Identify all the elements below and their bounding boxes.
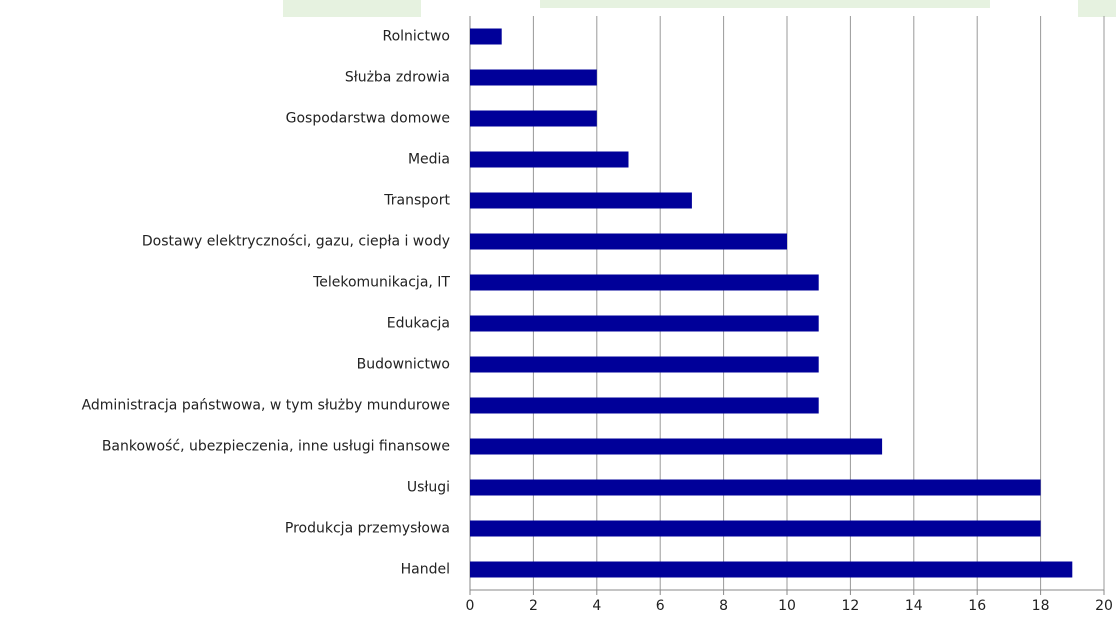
bar [470, 233, 787, 250]
x-tick-label: 16 [968, 598, 986, 614]
bar [470, 274, 819, 291]
bar [470, 479, 1041, 496]
bar [470, 356, 819, 373]
y-tick-label: Media [408, 152, 450, 168]
y-tick-label: Służba zdrowia [345, 70, 450, 86]
bar [470, 315, 819, 332]
y-tick-label: Bankowość, ubezpieczenia, inne usługi fi… [102, 439, 450, 455]
bar [470, 438, 883, 455]
x-tick-label: 0 [466, 598, 475, 614]
y-tick-label: Budownictwo [357, 357, 450, 373]
bar [470, 520, 1041, 537]
bar [470, 28, 502, 45]
x-tick-label: 8 [719, 598, 728, 614]
x-tick-label: 12 [841, 598, 859, 614]
bar [470, 561, 1073, 578]
y-tick-label: Telekomunikacja, IT [312, 275, 450, 291]
y-tick-label: Usługi [407, 480, 450, 496]
bar [470, 69, 597, 86]
background-patch [540, 0, 990, 8]
y-tick-label: Gospodarstwa domowe [286, 111, 450, 127]
y-tick-label: Administracja państwowa, w tym służby mu… [82, 398, 450, 414]
background-patch [283, 0, 421, 17]
bar [470, 397, 819, 414]
x-tick-label: 4 [592, 598, 601, 614]
bar [470, 192, 692, 209]
y-tick-label: Handel [401, 562, 450, 578]
x-tick-label: 2 [529, 598, 538, 614]
x-tick-label: 10 [778, 598, 796, 614]
background-patch [1078, 0, 1116, 17]
y-tick-label: Edukacja [387, 316, 450, 332]
y-tick-label: Transport [383, 193, 450, 209]
y-tick-label: Produkcja przemysłowa [285, 521, 450, 537]
bar [470, 110, 597, 127]
y-tick-label: Rolnictwo [382, 29, 450, 45]
y-tick-label: Dostawy elektryczności, gazu, ciepła i w… [142, 234, 450, 250]
x-tick-label: 18 [1032, 598, 1050, 614]
x-tick-label: 14 [905, 598, 923, 614]
bar [470, 151, 629, 168]
x-tick-label: 6 [656, 598, 665, 614]
x-tick-label: 20 [1095, 598, 1113, 614]
